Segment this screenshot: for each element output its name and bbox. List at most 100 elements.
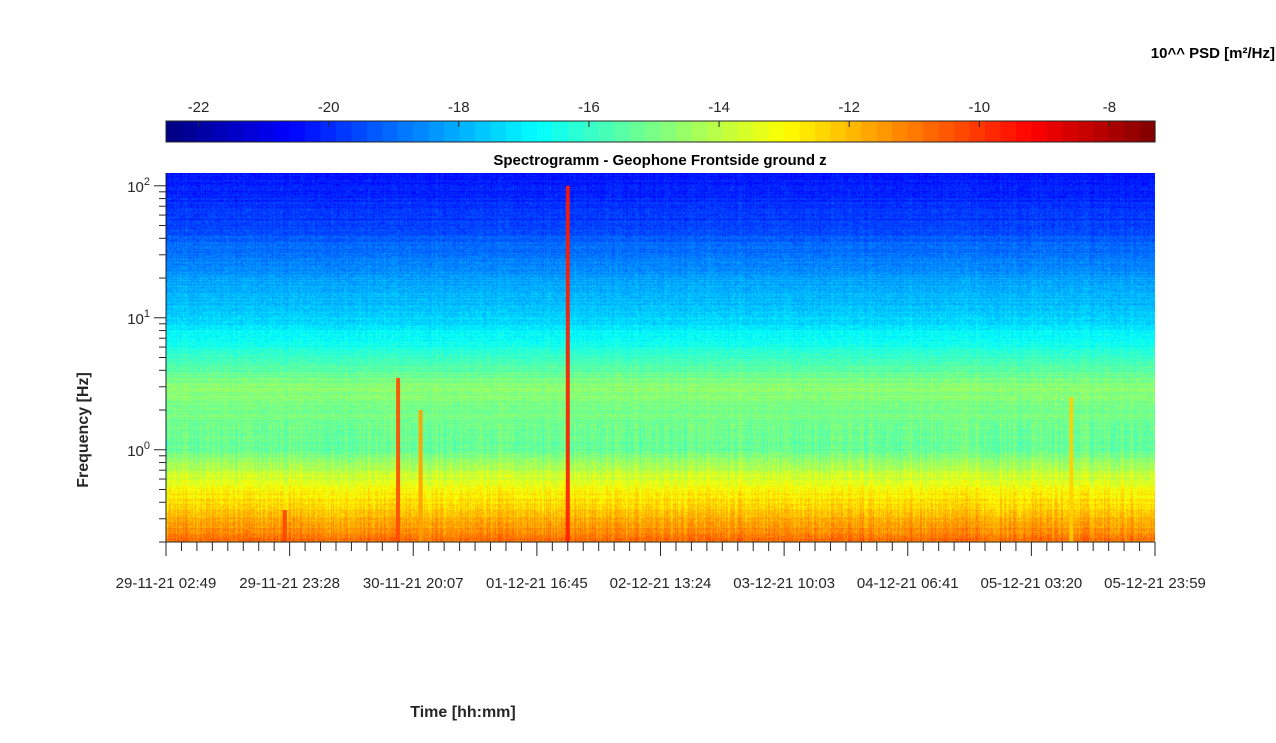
colorbar-cell [196, 121, 213, 142]
colorbar-cell [1062, 121, 1079, 142]
x-tick-label: 29-11-21 02:49 [116, 575, 217, 592]
colorbar-cell [985, 121, 1002, 142]
colorbar-cell [382, 121, 399, 142]
colorbar-cell [413, 121, 430, 142]
colorbar-cell [1093, 121, 1110, 142]
colorbar-cell [274, 121, 291, 142]
colorbar-cell [753, 121, 770, 142]
spectrogram-image [166, 173, 1155, 542]
colorbar-cell [1077, 121, 1094, 142]
colorbar-cell [258, 121, 275, 142]
colorbar-cell [923, 121, 940, 142]
colorbar-cell [1124, 121, 1141, 142]
colorbar-cell [305, 121, 322, 142]
colorbar-cell [444, 121, 461, 142]
colorbar-tick-label: -16 [578, 99, 600, 116]
colorbar-cell [938, 121, 955, 142]
transient-events [282, 185, 1074, 542]
colorbar-cell [490, 121, 507, 142]
plot-area: 100 101 102 29-11-21 02:49 29-11-21 23:28 30… [116, 173, 1206, 592]
chart-title: Spectrogramm - Geophone Frontside ground… [493, 152, 826, 169]
colorbar-frame [165, 120, 1156, 143]
colorbar: 10^^ PSD [m²/Hz] -22 -20 -18 -16 -14 -12 -10 -8 [165, 45, 1275, 143]
colorbar-cell [243, 121, 260, 142]
colorbar-cell [691, 121, 708, 142]
colorbar-cell [706, 121, 723, 142]
x-tick-label: 30-11-21 20:07 [363, 575, 464, 592]
y-tick-label: 101 [127, 308, 150, 328]
x-tick-label: 05-12-21 03:20 [981, 575, 1083, 592]
colorbar-cell [289, 121, 306, 142]
transient-event [565, 185, 570, 542]
colorbar-cell [1000, 121, 1017, 142]
colorbar-cells [166, 121, 1156, 142]
colorbar-tick-label: -22 [188, 99, 210, 116]
colorbar-cell [1046, 121, 1063, 142]
colorbar-cell [459, 121, 476, 142]
colorbar-cell [428, 121, 445, 142]
colorbar-cell [166, 121, 183, 142]
x-tick-label: 03-12-21 10:03 [733, 575, 835, 592]
colorbar-cell [1031, 121, 1048, 142]
transient-event [1069, 397, 1074, 542]
colorbar-cell [567, 121, 584, 142]
y-axis: 100 101 102 [127, 173, 167, 543]
y-axis-label: Frequency [Hz] [75, 372, 92, 488]
colorbar-cell [351, 121, 368, 142]
colorbar-cell [799, 121, 816, 142]
colorbar-cell [1139, 121, 1156, 142]
colorbar-cell [892, 121, 909, 142]
colorbar-cell [397, 121, 414, 142]
colorbar-cell [830, 121, 847, 142]
colorbar-cell [320, 121, 337, 142]
colorbar-cell [969, 121, 986, 142]
transient-event [396, 377, 401, 542]
colorbar-cell [629, 121, 646, 142]
colorbar-cell [614, 121, 631, 142]
colorbar-cell [227, 121, 244, 142]
x-tick-label: 05-12-21 23:59 [1104, 575, 1206, 592]
colorbar-cell [583, 121, 600, 142]
colorbar-cell [1108, 121, 1125, 142]
colorbar-cell [505, 121, 523, 142]
x-tick-label: 29-11-21 23:28 [239, 575, 340, 592]
y-tick-label: 100 [127, 440, 150, 460]
colorbar-cell [536, 121, 553, 142]
colorbar-cell [768, 121, 785, 142]
x-tick-label: 04-12-21 06:41 [857, 575, 959, 592]
colorbar-cell [552, 121, 569, 142]
x-axis-label: Time [hh:mm] [410, 704, 515, 721]
colorbar-cell [845, 121, 862, 142]
colorbar-tick-label: -20 [318, 99, 340, 116]
colorbar-cell [335, 121, 353, 142]
colorbar-cell [675, 121, 692, 142]
y-tick-label: 102 [127, 176, 150, 196]
colorbar-tick-label: -12 [838, 99, 860, 116]
colorbar-cell [861, 121, 878, 142]
colorbar-cell [954, 121, 971, 142]
colorbar-cell [181, 121, 198, 142]
colorbar-cell [366, 121, 383, 142]
colorbar-cell [660, 121, 677, 142]
colorbar-title: 10^^ PSD [m²/Hz] [1151, 45, 1275, 62]
colorbar-ticks: -22 -20 -18 -16 -14 -12 -10 -8 [188, 99, 1116, 127]
colorbar-cell [645, 121, 662, 142]
colorbar-cell [722, 121, 739, 142]
colorbar-cell [521, 121, 538, 142]
x-tick-label: 02-12-21 13:24 [610, 575, 712, 592]
colorbar-tick-label: -14 [708, 99, 730, 116]
transient-event [418, 410, 423, 542]
colorbar-cell [815, 121, 832, 142]
colorbar-tick-label: -8 [1103, 99, 1116, 116]
colorbar-cell [876, 121, 893, 142]
transient-event [282, 509, 287, 542]
colorbar-cell [784, 121, 801, 142]
colorbar-cell [212, 121, 229, 142]
colorbar-cell [598, 121, 615, 142]
colorbar-cell [737, 121, 754, 142]
colorbar-tick-label: -18 [448, 99, 470, 116]
colorbar-cell [475, 121, 492, 142]
colorbar-cell [1015, 121, 1032, 142]
colorbar-tick-label: -10 [968, 99, 990, 116]
